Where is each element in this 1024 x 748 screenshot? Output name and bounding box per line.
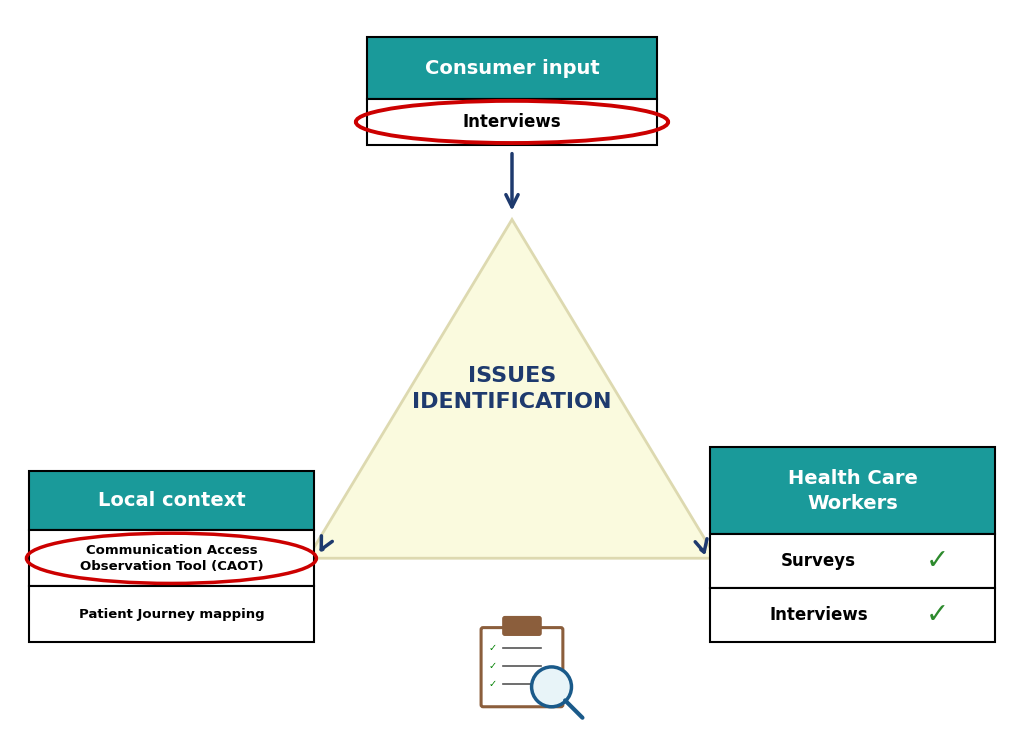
FancyBboxPatch shape — [368, 37, 656, 99]
Text: ISSUES
IDENTIFICATION: ISSUES IDENTIFICATION — [413, 366, 611, 412]
Text: ✓: ✓ — [489, 679, 497, 689]
FancyBboxPatch shape — [711, 447, 994, 534]
FancyBboxPatch shape — [30, 470, 313, 530]
Text: Local context: Local context — [97, 491, 246, 510]
Text: Interviews: Interviews — [463, 113, 561, 131]
Text: Interviews: Interviews — [769, 606, 867, 624]
Text: Consumer input: Consumer input — [425, 58, 599, 78]
FancyBboxPatch shape — [30, 586, 313, 642]
Circle shape — [531, 667, 571, 707]
Text: ✓: ✓ — [927, 601, 949, 629]
FancyBboxPatch shape — [481, 628, 563, 707]
FancyBboxPatch shape — [503, 616, 541, 635]
Text: ✓: ✓ — [489, 661, 497, 671]
FancyBboxPatch shape — [711, 534, 994, 588]
Text: Health Care
Workers: Health Care Workers — [787, 468, 918, 512]
FancyBboxPatch shape — [711, 588, 994, 642]
Text: ✓: ✓ — [489, 643, 497, 653]
Text: Patient Journey mapping: Patient Journey mapping — [79, 607, 264, 621]
Polygon shape — [307, 219, 717, 558]
FancyBboxPatch shape — [368, 99, 656, 145]
FancyBboxPatch shape — [30, 530, 313, 586]
Text: Surveys: Surveys — [781, 552, 856, 570]
Text: ✓: ✓ — [927, 548, 949, 575]
Text: Communication Access
Observation Tool (CAOT): Communication Access Observation Tool (C… — [80, 544, 263, 572]
